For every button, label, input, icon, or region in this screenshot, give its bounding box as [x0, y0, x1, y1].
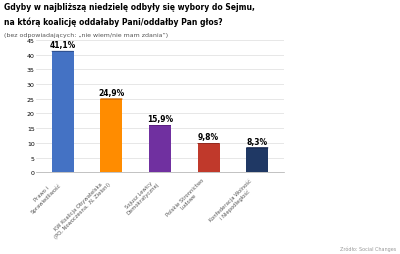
Text: 8,3%: 8,3%: [247, 137, 268, 146]
Text: na którą koalicję oddałaby Pani/oddałby Pan głos?: na którą koalicję oddałaby Pani/oddałby …: [4, 18, 223, 27]
FancyBboxPatch shape: [198, 144, 220, 173]
FancyBboxPatch shape: [52, 52, 74, 173]
Text: 9,8%: 9,8%: [198, 133, 219, 142]
Text: wPolityce: wPolityce: [260, 19, 326, 32]
Text: (bez odpowiadających: „nie wiem/nie mam zdania”): (bez odpowiadających: „nie wiem/nie mam …: [4, 33, 168, 38]
FancyBboxPatch shape: [246, 148, 268, 173]
FancyBboxPatch shape: [100, 100, 122, 173]
Text: Gdyby w najbliższą niedzielę odbyły się wybory do Sejmu,: Gdyby w najbliższą niedzielę odbyły się …: [4, 3, 255, 11]
Text: 41,1%: 41,1%: [50, 41, 76, 50]
FancyBboxPatch shape: [149, 126, 171, 173]
Text: Zródło: Social Changes: Zródło: Social Changes: [340, 246, 396, 251]
Text: 24,9%: 24,9%: [98, 88, 124, 97]
Text: 15,9%: 15,9%: [147, 115, 173, 124]
Text: .pl: .pl: [329, 19, 344, 32]
